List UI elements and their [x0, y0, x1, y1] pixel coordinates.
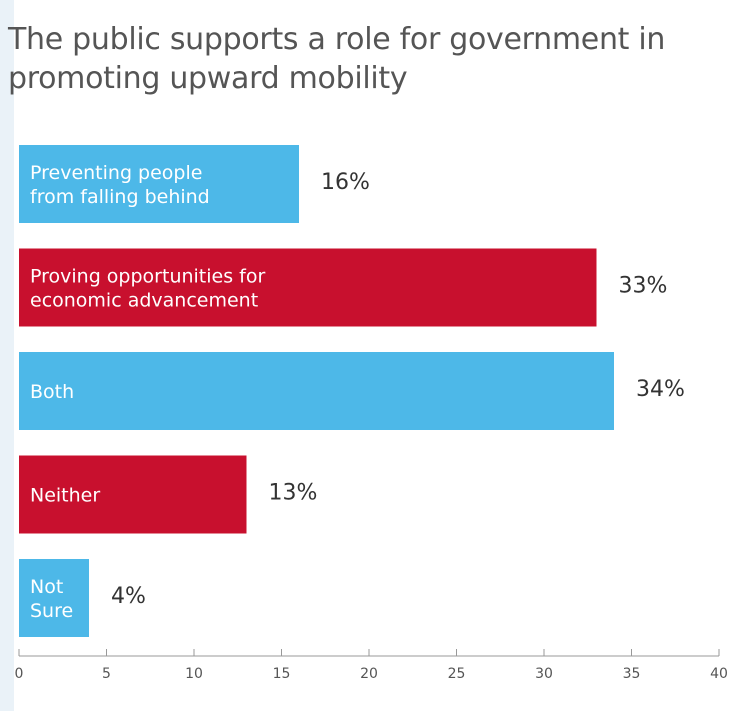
- x-tick-label: 0: [15, 666, 24, 682]
- x-tick-label: 40: [710, 666, 728, 682]
- bar-group: Both 34%: [19, 352, 685, 430]
- x-tick-label: 5: [102, 666, 111, 682]
- bar-category-label: Sure: [30, 600, 73, 622]
- bar: [19, 559, 89, 637]
- x-tick-label: 30: [535, 666, 553, 682]
- bar-value-label: 4%: [111, 584, 146, 609]
- bar-value-label: 34%: [636, 377, 685, 402]
- x-tick-label: 10: [185, 666, 203, 682]
- bar: [19, 248, 597, 327]
- bar-category-label: Not: [30, 576, 63, 598]
- bar-category-label: Preventing people: [30, 162, 202, 184]
- bar-value-label: 16%: [321, 170, 370, 195]
- chart-title: The public supports a role for governmen…: [8, 22, 666, 96]
- bar-value-label: 13%: [269, 481, 318, 506]
- bar-category-label: economic advancement: [30, 290, 258, 312]
- bar-category-label: Neither: [30, 485, 100, 507]
- x-tick-label: 35: [623, 666, 641, 682]
- bar-value-label: 33%: [619, 274, 668, 299]
- x-tick-label: 20: [360, 666, 378, 682]
- bar-category-label: Proving opportunities for: [30, 266, 265, 288]
- bar: [19, 145, 299, 223]
- bar: [19, 455, 247, 534]
- x-tick-label: 25: [448, 666, 466, 682]
- bar: [19, 352, 614, 430]
- bar-category-label: Both: [30, 381, 74, 403]
- bar-group: Neither 13%: [19, 455, 318, 534]
- x-tick-label: 15: [273, 666, 291, 682]
- bar-category-label: from falling behind: [30, 186, 210, 208]
